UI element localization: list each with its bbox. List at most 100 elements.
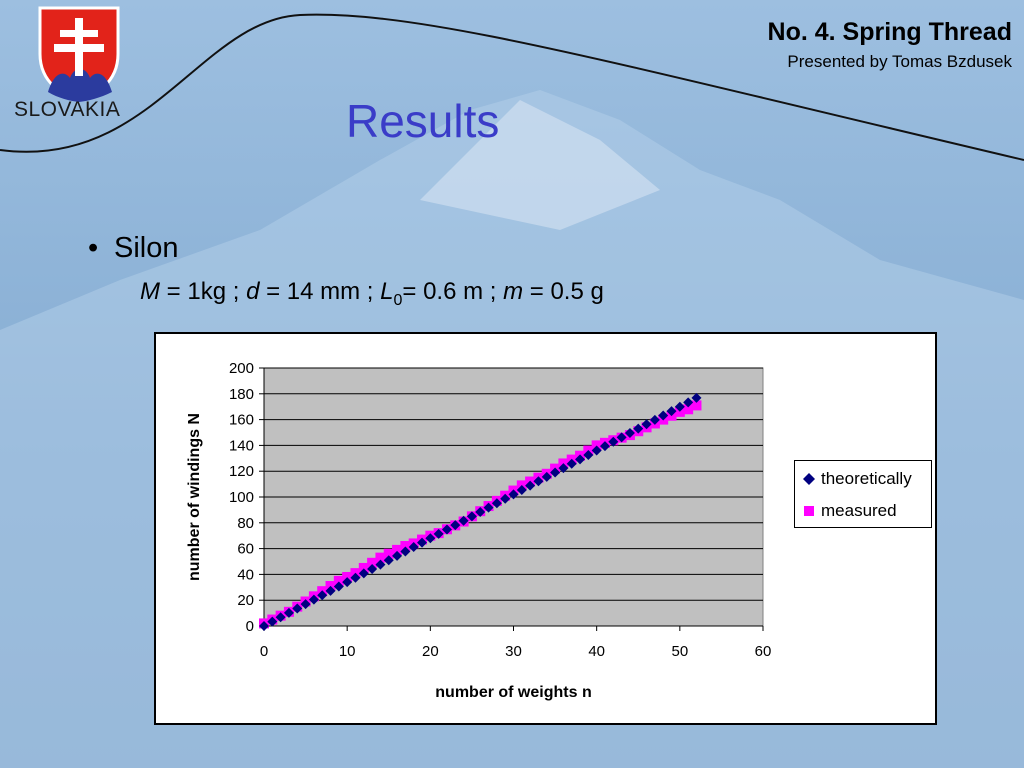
- data-point-theoretical: [633, 423, 644, 434]
- y-tick-label: 40: [237, 566, 254, 583]
- data-point-measured: [342, 571, 353, 582]
- legend-item-theoretically: theoretically: [803, 469, 912, 489]
- square-marker-icon: [804, 506, 814, 516]
- param-m-value: = 0.5 g: [523, 278, 604, 305]
- data-point-theoretical: [300, 599, 311, 610]
- y-tick-label: 160: [229, 412, 254, 429]
- param-M-symbol: M: [140, 278, 160, 305]
- legend-label-measured: measured: [821, 501, 897, 520]
- y-tick-label: 60: [237, 541, 254, 558]
- param-d-value: = 14 mm ;: [259, 278, 381, 305]
- data-point-theoretical: [325, 585, 336, 596]
- bullet-text: Silon: [114, 232, 179, 264]
- data-point-theoretical: [259, 621, 269, 631]
- data-point-theoretical: [292, 603, 303, 614]
- data-point-theoretical: [674, 401, 685, 412]
- param-M-value: = 1kg ;: [160, 278, 247, 305]
- data-point-theoretical: [317, 590, 328, 601]
- param-L-value: = 0.6 m ;: [402, 278, 504, 305]
- data-point-theoretical: [641, 419, 652, 430]
- data-point-theoretical: [392, 550, 403, 561]
- data-point-theoretical: [283, 607, 294, 618]
- x-tick-label: 30: [505, 643, 522, 660]
- data-point-theoretical: [483, 502, 494, 513]
- data-point-theoretical: [666, 406, 677, 417]
- data-point-theoretical: [541, 471, 552, 482]
- data-point-theoretical: [425, 533, 436, 544]
- data-point-theoretical: [441, 524, 452, 535]
- x-axis-title: number of weights n: [435, 684, 591, 701]
- data-point-theoretical: [575, 454, 586, 465]
- legend-label-theoretically: theoretically: [821, 469, 912, 488]
- chart-legend: theoretically measured: [794, 460, 932, 528]
- logo-country-name: SLOVAKIA: [14, 98, 121, 121]
- data-point-theoretical: [583, 449, 594, 460]
- parameters-line: M = 1kg ; d = 14 mm ; L0= 0.6 m ; m = 0.…: [140, 278, 604, 310]
- bullet-item: • Silon: [88, 232, 179, 265]
- data-point-theoretical: [358, 568, 369, 579]
- bullet-dot-icon: •: [88, 232, 99, 264]
- param-d-symbol: d: [246, 278, 260, 305]
- data-point-theoretical: [350, 572, 361, 583]
- data-point-measured: [683, 404, 694, 415]
- data-point-measured: [392, 544, 403, 555]
- data-point-theoretical: [591, 445, 602, 456]
- y-tick-label: 100: [229, 489, 254, 506]
- data-point-theoretical: [558, 463, 569, 474]
- data-point-measured: [358, 562, 369, 573]
- x-tick-label: 50: [671, 643, 688, 660]
- chart-container: 0 20 40 60 80 100 120 140 160 180 200 0 10 20 30 40 50 60…: [154, 332, 937, 725]
- y-tick-label: 200: [229, 360, 254, 377]
- data-point-measured: [674, 406, 685, 417]
- data-point-theoretical: [458, 515, 469, 526]
- slovakia-coat-of-arms-logo: [38, 6, 120, 102]
- data-point-measured: [591, 440, 602, 451]
- data-point-theoretical: [550, 467, 561, 478]
- data-point-measured: [367, 557, 378, 568]
- data-point-theoretical: [433, 528, 444, 539]
- data-point-measured: [691, 400, 702, 411]
- data-point-theoretical: [500, 493, 511, 504]
- data-point-theoretical: [275, 612, 286, 623]
- param-L-subscript: 0: [393, 291, 403, 309]
- slide-title: Results: [346, 95, 500, 147]
- data-point-theoretical: [599, 441, 610, 452]
- y-tick-label: 80: [237, 515, 254, 532]
- data-point-theoretical: [333, 581, 344, 592]
- data-point-theoretical: [516, 485, 527, 496]
- data-point-theoretical: [383, 555, 394, 566]
- y-tick-label: 0: [246, 618, 254, 635]
- y-tick-label: 20: [237, 592, 254, 609]
- presentation-title: No. 4. Spring Thread: [767, 18, 1012, 46]
- data-point-theoretical: [375, 559, 386, 570]
- data-point-theoretical: [608, 436, 619, 447]
- x-tick-label: 40: [588, 643, 605, 660]
- data-point-measured: [375, 552, 386, 563]
- y-tick-label: 180: [229, 386, 254, 403]
- data-point-measured: [400, 541, 411, 552]
- scatter-chart: 0 20 40 60 80 100 120 140 160 180 200 0 10 20 30 40 50 60…: [186, 360, 772, 701]
- data-point-theoretical: [508, 489, 519, 500]
- diamond-marker-icon: [803, 473, 815, 485]
- x-tick-label: 20: [422, 643, 439, 660]
- data-point-theoretical: [400, 546, 411, 557]
- data-point-theoretical: [417, 537, 428, 548]
- data-point-theoretical: [658, 410, 669, 421]
- y-tick-label: 120: [229, 463, 254, 480]
- y-axis-title: number of windings N: [186, 413, 203, 581]
- data-point-theoretical: [475, 506, 486, 517]
- data-point-theoretical: [491, 498, 502, 509]
- data-point-theoretical: [367, 563, 378, 574]
- presenter-subtitle: Presented by Tomas Bzdusek: [787, 52, 1012, 71]
- x-tick-label: 10: [339, 643, 356, 660]
- data-point-theoretical: [566, 458, 577, 469]
- data-point-theoretical: [408, 542, 419, 553]
- data-point-measured: [383, 548, 394, 559]
- data-point-theoretical: [683, 397, 694, 408]
- data-point-theoretical: [267, 616, 278, 627]
- data-point-theoretical: [649, 414, 660, 425]
- param-L-symbol: L: [380, 278, 394, 305]
- y-tick-label: 140: [229, 437, 254, 454]
- x-tick-label: 60: [755, 643, 772, 660]
- data-point-theoretical: [450, 520, 461, 531]
